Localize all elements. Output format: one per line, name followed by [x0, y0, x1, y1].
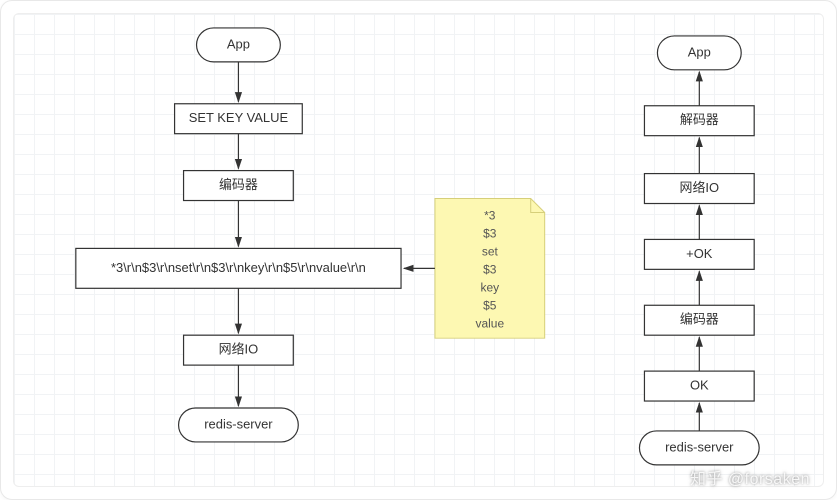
label-netio-left: 网络IO	[219, 342, 259, 357]
note-line-3: $3	[483, 263, 497, 277]
note-line-6: value	[476, 316, 505, 330]
label-encoded: *3\r\n$3\r\nset\r\n$3\r\nkey\r\n$5\r\nva…	[111, 260, 366, 275]
note-line-2: set	[482, 245, 499, 259]
label-plusok: +OK	[686, 246, 713, 261]
note-line-4: key	[480, 280, 499, 294]
label-app-left: App	[227, 36, 250, 51]
label-ok: OK	[690, 377, 709, 392]
label-redis-right: redis-server	[665, 439, 734, 454]
label-netio-right: 网络IO	[680, 180, 720, 195]
diagram-frame: App SET KEY VALUE 编码器 *3\r\n$3\r\nset\r\…	[0, 0, 837, 500]
label-setkv: SET KEY VALUE	[189, 110, 289, 125]
label-decoder: 解码器	[680, 112, 719, 127]
flowchart-svg: App SET KEY VALUE 编码器 *3\r\n$3\r\nset\r\…	[1, 1, 836, 500]
note-line-5: $5	[483, 298, 497, 312]
note-line-0: *3	[484, 209, 496, 223]
note: *3 $3 set $3 key $5 value	[435, 199, 545, 339]
label-encoder-left: 编码器	[219, 177, 258, 192]
label-encoder-right: 编码器	[680, 312, 719, 327]
label-redis-left: redis-server	[204, 416, 273, 431]
label-app-right: App	[688, 44, 711, 59]
note-line-1: $3	[483, 227, 497, 241]
